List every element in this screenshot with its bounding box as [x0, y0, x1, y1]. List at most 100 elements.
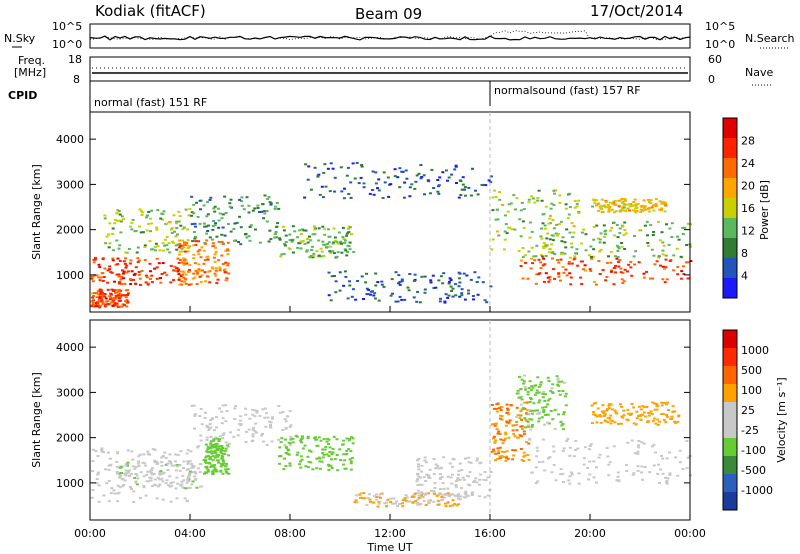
power-cell — [99, 290, 103, 293]
velocity-cell — [107, 500, 111, 503]
power-cell — [490, 248, 494, 251]
power-cell — [206, 255, 210, 258]
velocity-cell — [420, 491, 424, 494]
velocity-cell — [120, 472, 123, 474]
power-cell — [658, 208, 662, 211]
velocity-cell — [233, 407, 237, 410]
velocity-cell — [416, 459, 419, 462]
power-cell — [176, 257, 180, 260]
power-cell — [608, 206, 612, 208]
velocity-cell — [535, 455, 538, 458]
power-cell — [322, 171, 326, 174]
power-cell — [339, 166, 343, 169]
power-cell — [318, 193, 322, 196]
power-cell — [220, 240, 224, 243]
velocity-cell — [418, 503, 421, 506]
power-cell — [184, 208, 188, 211]
velocity-cell — [284, 452, 288, 455]
power-cell — [117, 294, 121, 297]
velocity-ytick-label: 4000 — [56, 341, 84, 354]
velocity-cell — [221, 417, 225, 420]
power-cell — [303, 196, 307, 199]
velocity-cell — [124, 472, 128, 475]
velocity-cell — [389, 500, 393, 503]
power-cell — [651, 234, 655, 236]
velocity-cell — [150, 473, 154, 476]
power-cell — [213, 205, 217, 208]
power-cell — [602, 224, 606, 227]
velocity-cell — [358, 493, 362, 496]
velocity-cell — [193, 427, 196, 430]
power-cell — [672, 254, 676, 257]
velocity-cell — [376, 505, 380, 508]
velocity-cell — [523, 417, 527, 420]
power-cell — [141, 231, 145, 234]
power-cell — [97, 276, 101, 279]
velocity-cell — [179, 484, 183, 487]
velocity-cell — [453, 494, 457, 497]
velocity-cell — [410, 496, 414, 498]
velocity-cell — [220, 452, 224, 455]
power-cell — [329, 245, 332, 248]
power-cell — [542, 247, 546, 250]
power-cell — [413, 187, 417, 190]
power-cell — [237, 241, 241, 243]
power-cell — [177, 210, 181, 213]
power-cell — [276, 222, 280, 225]
velocity-cell — [186, 449, 190, 452]
power-cell — [533, 259, 537, 262]
power-cell — [133, 230, 137, 233]
velocity-cell — [622, 414, 626, 417]
power-cell — [155, 228, 159, 231]
power-cell — [130, 270, 134, 273]
power-cell — [489, 175, 493, 178]
velocity-cell — [468, 484, 472, 487]
power-cell — [442, 272, 446, 275]
velocity-cell — [550, 471, 554, 474]
velocity-cell — [647, 412, 651, 414]
velocity-cell — [107, 464, 111, 467]
power-cell — [153, 267, 157, 270]
power-cell — [463, 186, 467, 189]
power-cell — [634, 211, 638, 214]
cpid-segment-1: normal (fast) 151 RF — [94, 96, 207, 109]
power-cell — [561, 236, 565, 239]
power-cell — [170, 240, 174, 243]
power-cell — [397, 282, 400, 285]
velocity-cell — [368, 498, 372, 501]
velocity-cell — [327, 455, 331, 457]
power-cell — [595, 283, 598, 286]
power-cell — [623, 268, 627, 271]
power-cell — [154, 249, 157, 252]
power-cell — [454, 283, 458, 286]
power-cell — [591, 205, 595, 208]
power-cell — [156, 245, 160, 248]
power-cell — [588, 268, 592, 271]
velocity-cell — [113, 492, 117, 495]
power-cell — [218, 267, 222, 270]
velocity-cell — [520, 378, 524, 381]
power-cell — [398, 283, 402, 286]
velocity-cell — [250, 440, 254, 443]
velocity-cell — [116, 484, 120, 487]
power-cell — [659, 209, 663, 212]
power-cell — [541, 245, 545, 248]
velocity-cell — [218, 445, 222, 448]
power-cell — [592, 226, 596, 229]
power-cell — [173, 230, 176, 233]
power-cell — [165, 235, 169, 238]
power-cell — [348, 241, 352, 244]
power-cell — [679, 255, 683, 258]
velocity-cell — [448, 505, 452, 507]
power-cell — [567, 262, 571, 265]
velocity-cell — [440, 476, 444, 479]
velocity-cell — [602, 412, 606, 414]
power-cell — [119, 305, 123, 308]
power-cell — [502, 248, 506, 251]
velocity-cell — [500, 455, 504, 457]
power-cell — [371, 290, 374, 293]
power-cell — [96, 290, 100, 293]
velocity-cell — [543, 399, 547, 402]
velocity-cell — [197, 445, 201, 448]
power-cell — [583, 264, 587, 267]
